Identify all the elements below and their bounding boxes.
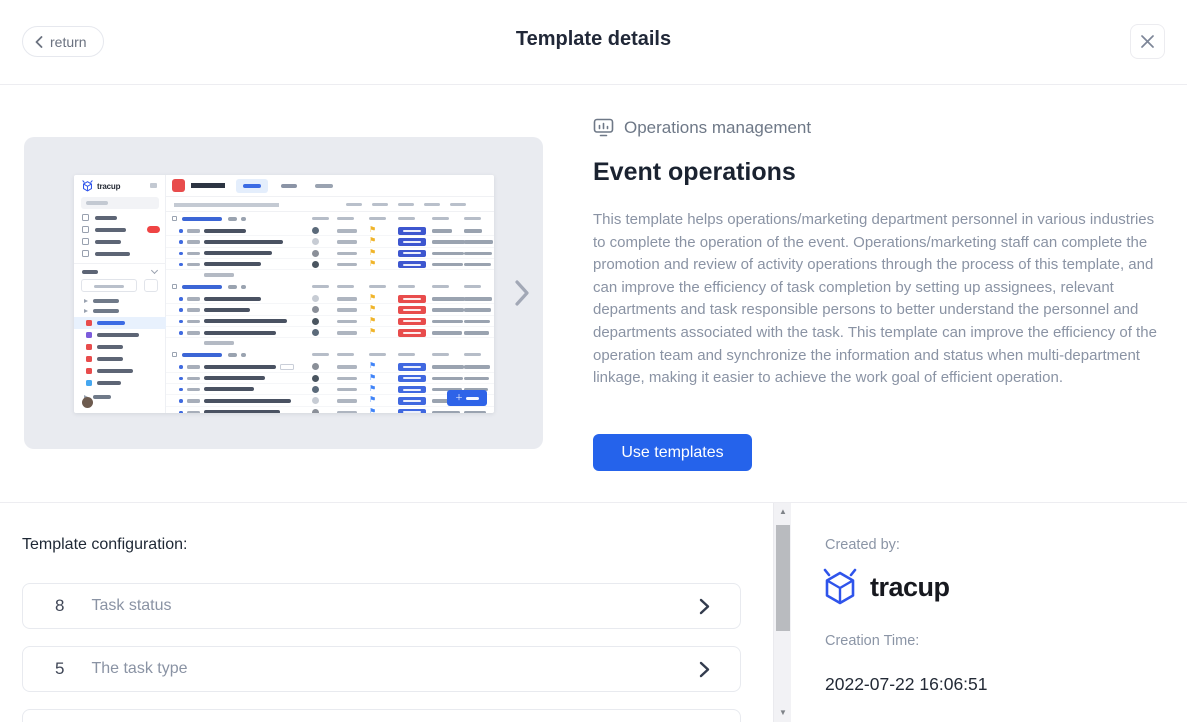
creator-name: tracup <box>870 571 950 602</box>
template-preview-image: tracup ⚑ ⚑ ⚑ ⚑ ⚑ ⚑ ⚑ ⚑ ⚑ ⚑ ⚑ ⚑ ⚑ ＋ <box>74 175 494 413</box>
template-category: Operations management <box>593 117 811 138</box>
configuration-heading: Template configuration: <box>22 536 188 553</box>
creation-time-value: 2022-07-22 16:06:51 <box>825 674 988 694</box>
vertical-scrollbar[interactable]: ▲ ▼ <box>773 503 791 722</box>
next-preview-button[interactable] <box>502 271 542 315</box>
preview-panel: tracup ⚑ ⚑ ⚑ ⚑ ⚑ ⚑ ⚑ ⚑ ⚑ ⚑ ⚑ ⚑ ⚑ ＋ <box>24 137 543 449</box>
template-name: Event operations <box>593 158 796 186</box>
config-item-count: 5 <box>55 659 65 678</box>
configuration-list: 8 Task status 5 The task type <box>22 583 741 722</box>
config-item-label: The task type <box>91 660 188 677</box>
preview-board: ⚑ ⚑ ⚑ ⚑ ⚑ ⚑ ⚑ ⚑ ⚑ ⚑ ⚑ ⚑ ⚑ ＋ <box>166 175 494 413</box>
chevron-right-icon <box>515 280 529 306</box>
config-item-count: 8 <box>55 596 65 615</box>
page-title: Template details <box>515 28 672 50</box>
created-by-label: Created by: <box>825 537 900 553</box>
scroll-down-arrow-icon[interactable]: ▼ <box>779 708 787 717</box>
return-label: return <box>50 33 87 50</box>
tracup-logo-icon <box>823 568 857 605</box>
preview-sidebar: tracup <box>74 175 166 413</box>
chevron-left-icon <box>35 35 43 48</box>
close-icon <box>1141 35 1154 48</box>
scrollbar-thumb[interactable] <box>776 525 790 631</box>
config-item-label: Task status <box>91 597 172 614</box>
chevron-right-icon <box>699 661 710 678</box>
config-item-card-partial[interactable] <box>22 709 741 722</box>
use-template-button[interactable]: Use templates <box>593 434 752 471</box>
scroll-up-arrow-icon[interactable]: ▲ <box>779 507 787 516</box>
creator: tracup <box>822 568 950 606</box>
category-chart-icon <box>593 118 614 137</box>
section-divider <box>0 502 1187 503</box>
creation-time-label: Creation Time: <box>825 633 920 649</box>
category-label: Operations management <box>624 117 812 137</box>
return-button[interactable]: return <box>22 26 104 57</box>
close-button[interactable] <box>1130 24 1165 59</box>
chevron-right-icon <box>699 598 710 615</box>
config-item-card[interactable]: 5 The task type <box>22 646 741 692</box>
config-item-card[interactable]: 8 Task status <box>22 583 741 629</box>
top-bar: return Template details <box>0 0 1187 85</box>
template-description: This template helps operations/marketing… <box>593 211 1157 387</box>
